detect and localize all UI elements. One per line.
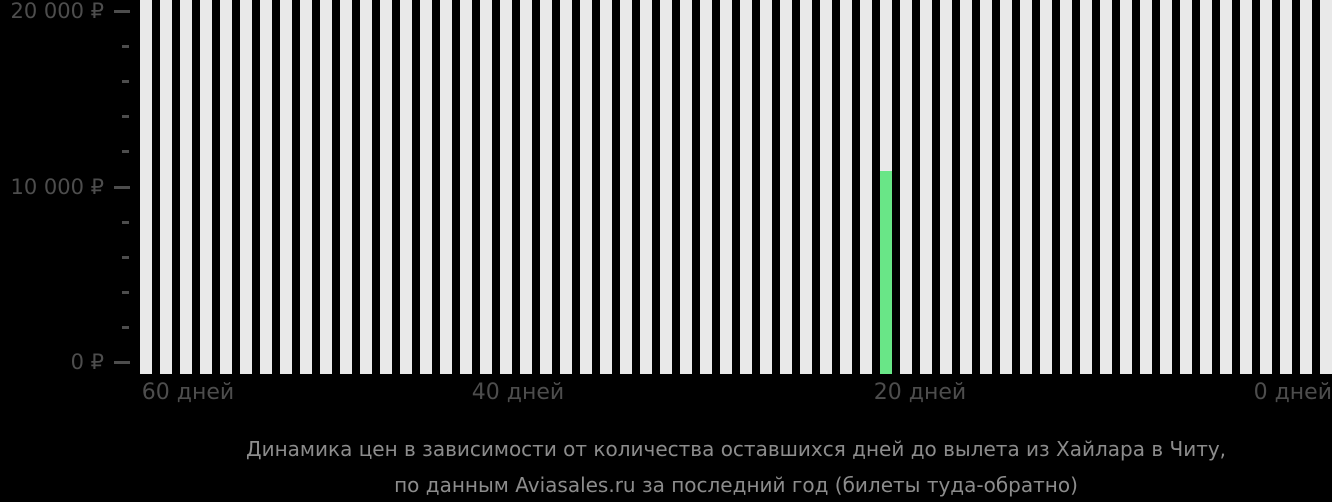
- chart-bar: [360, 0, 372, 374]
- chart-bar: [1000, 0, 1012, 374]
- chart-bar: [700, 0, 712, 374]
- y-axis-minor-tick: [122, 291, 129, 294]
- chart-bar: [660, 0, 672, 374]
- chart-bar: [1280, 0, 1292, 374]
- chart-bar: [1160, 0, 1172, 374]
- chart-bar: [1140, 0, 1152, 374]
- chart-bar: [340, 0, 352, 374]
- chart-bar: [1320, 0, 1332, 374]
- chart-bar: [960, 0, 972, 374]
- chart-bar: [420, 0, 432, 374]
- chart-bar: [1220, 0, 1232, 374]
- price-bar-highlight: [880, 171, 892, 374]
- y-axis-minor-tick: [122, 115, 129, 118]
- chart-bar: [920, 0, 932, 374]
- chart-bar: [1300, 0, 1312, 374]
- chart-bar: [900, 0, 912, 374]
- y-axis-tick-label: 0 ₽: [70, 350, 104, 374]
- chart-bar: [500, 0, 512, 374]
- y-axis-minor-tick: [122, 150, 129, 153]
- chart-bar: [620, 0, 632, 374]
- chart-bar: [1240, 0, 1252, 374]
- chart-bar: [300, 0, 312, 374]
- chart-bar: [820, 0, 832, 374]
- chart-bar: [860, 0, 872, 374]
- chart-bar: [1120, 0, 1132, 374]
- y-axis-tick-label: 10 000 ₽: [10, 175, 104, 199]
- x-axis-tick-label: 20 дней: [873, 380, 967, 405]
- chart-bar: [600, 0, 612, 374]
- x-axis-tick-label: 40 дней: [471, 380, 565, 405]
- chart-caption-line2: по данным Aviasales.ru за последний год …: [394, 473, 1078, 497]
- chart-bar: [220, 0, 232, 374]
- y-axis-tick-label: 20 000 ₽: [10, 0, 104, 23]
- chart-bar: [840, 0, 852, 374]
- chart-caption-line1: Динамика цен в зависимости от количества…: [245, 437, 1227, 461]
- chart-bar: [400, 0, 412, 374]
- chart-bar: [800, 0, 812, 374]
- chart-bar: [760, 0, 772, 374]
- x-axis-tick-label: 60 дней: [141, 380, 235, 405]
- chart-bar: [1040, 0, 1052, 374]
- chart-plot-area: [140, 0, 1332, 374]
- y-axis-minor-tick: [122, 45, 129, 48]
- chart-bar: [480, 0, 492, 374]
- chart-bar: [200, 0, 212, 374]
- chart-bar: [380, 0, 392, 374]
- y-axis-major-tick: [114, 361, 130, 364]
- chart-bar: [560, 0, 572, 374]
- chart-bar: [260, 0, 272, 374]
- chart-bar: [460, 0, 472, 374]
- y-axis-minor-tick: [122, 256, 129, 259]
- y-axis-major-tick: [114, 186, 130, 189]
- chart-bar: [240, 0, 252, 374]
- chart-bar: [1020, 0, 1032, 374]
- chart-bar: [980, 0, 992, 374]
- chart-bar: [1060, 0, 1072, 374]
- chart-bar: [140, 0, 152, 374]
- chart-bar: [940, 0, 952, 374]
- chart-bar: [1260, 0, 1272, 374]
- x-axis-tick-label: 0 дней: [1253, 380, 1332, 405]
- chart-bar: [720, 0, 732, 374]
- chart-bar: [780, 0, 792, 374]
- chart-bar: [180, 0, 192, 374]
- y-axis-minor-tick: [122, 326, 129, 329]
- chart-caption: Динамика цен в зависимости от количества…: [140, 431, 1332, 502]
- chart-bar: [740, 0, 752, 374]
- chart-bar: [680, 0, 692, 374]
- chart-bar: [1180, 0, 1192, 374]
- chart-bar: [1200, 0, 1212, 374]
- chart-bar: [540, 0, 552, 374]
- chart-bar: [520, 0, 532, 374]
- y-axis-minor-tick: [122, 80, 129, 83]
- chart-bar: [320, 0, 332, 374]
- chart-bar: [640, 0, 652, 374]
- chart-bar: [160, 0, 172, 374]
- chart-bar: [440, 0, 452, 374]
- y-axis-minor-tick: [122, 221, 129, 224]
- chart-bar: [580, 0, 592, 374]
- chart-bar: [280, 0, 292, 374]
- chart-bar: [1100, 0, 1112, 374]
- chart-bar: [1080, 0, 1092, 374]
- y-axis-major-tick: [114, 10, 130, 13]
